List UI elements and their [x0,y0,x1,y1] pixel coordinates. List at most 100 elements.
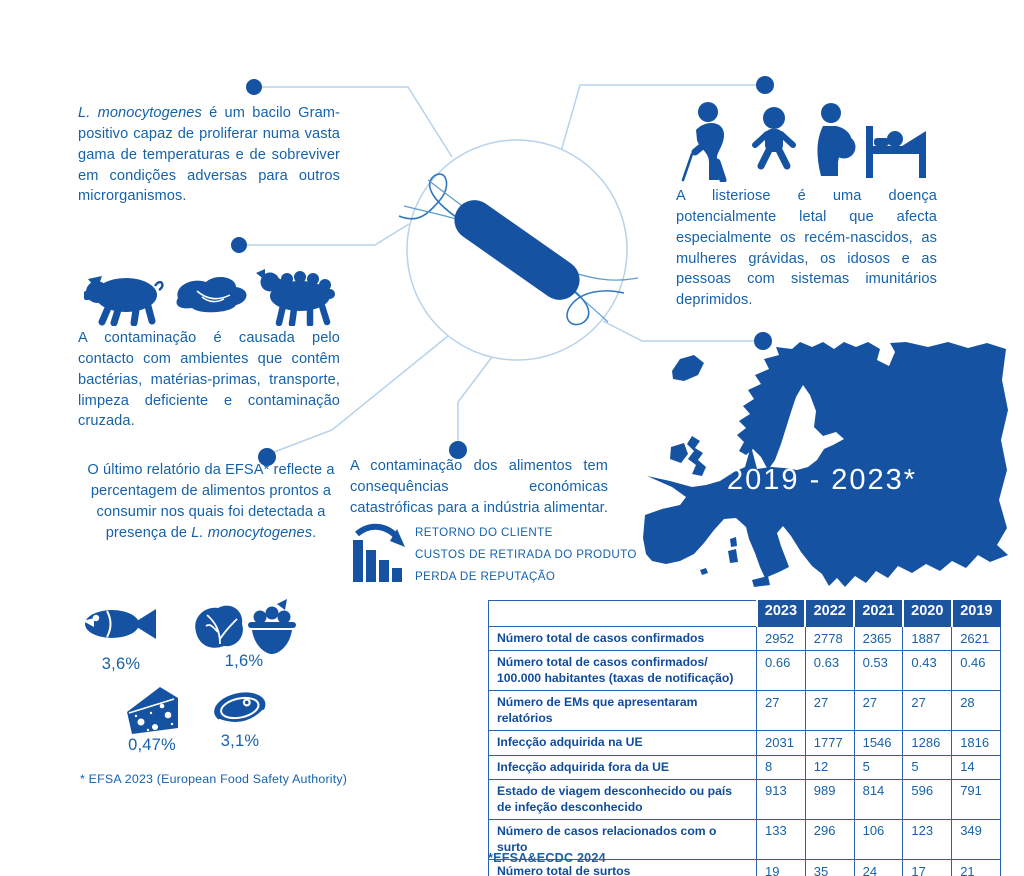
intro-text: L. monocytogenes é um bacilo Gram-positi… [78,103,340,207]
row-label: Número total de casos confirmados [488,625,757,652]
cell-value: 791 [951,778,1001,820]
cell-value: 0.43 [902,650,953,692]
row-label: Número de casos relacionados com o surto [488,818,757,861]
table-row: Número total de casos confirmados/ 100.0… [488,650,1001,692]
cell-value: 27 [902,690,953,732]
cell-value: 1546 [853,730,904,756]
connector-dot [756,76,774,94]
connector-dot [754,332,772,350]
connector-line [457,356,493,441]
cell-value: 989 [804,778,855,820]
baby-icon [752,107,796,170]
table-header-year: 2022 [804,600,855,627]
declining-chart-icon [353,523,405,582]
risk-groups-icons [681,102,926,182]
cell-value: 596 [902,778,953,820]
cell-value: 24 [853,859,904,876]
cell-value: 349 [951,818,1001,861]
cell-value: 19 [756,859,806,876]
connector-dot [231,237,247,253]
table-row: Infecção adquirida fora da UE 8 12 5 5 1… [488,754,1001,780]
cell-value: 2952 [756,625,806,652]
connector-lines [247,84,756,453]
table-row: Infecção adquirida na UE 2031 1777 1546 … [488,730,1001,756]
connector-dot [246,79,262,95]
cell-value: 123 [902,818,953,861]
salad-percentage: 1,6% [224,652,264,670]
stats-table: 2023 2022 2021 2020 2019 Número total de… [488,600,1001,876]
cell-value: 28 [951,690,1001,732]
meat-percentage: 3,1% [220,732,260,750]
cell-value: 0.53 [853,650,904,692]
row-label: Infecção adquirida na UE [488,730,757,756]
elderly-icon [681,102,727,182]
cell-value: 35 [804,859,855,876]
connector-dot [449,441,467,459]
intro-body: é um bacilo Gram-positivo capaz de proli… [78,105,341,205]
economic-impact-text: A contaminação dos alimentos tem consequ… [350,458,608,516]
cell-value: 0.66 [756,650,806,692]
connector-dots [231,76,774,466]
table-row: Estado de viagem desconhecido ou país de… [488,778,1001,820]
connector-line [247,223,410,246]
cell-value: 133 [756,818,806,861]
table-row: Número total de surtos 19 35 24 17 21 [488,859,1001,876]
pig-icon [84,276,164,326]
connector-line [262,86,453,158]
cheese-percentage: 0,47% [128,736,176,754]
consequences-list: RETORNO DO CLIENTE CUSTOS DE RETIRADA DO… [415,527,655,593]
fish-percentage: 3,6% [101,655,141,673]
table-header-year: 2019 [950,600,1001,627]
row-label: Número total de surtos [488,859,757,876]
efsa-report-body: O último relatório da EFSA* reflecte a p… [87,462,335,541]
species-name: L. monocytogenes [191,524,313,541]
row-label: Número de EMs que apresentaram relatório… [488,690,757,732]
cell-value: 106 [853,818,904,861]
connector-line [602,320,754,342]
table-header-year: 2023 [755,600,806,627]
fish-icon [83,609,156,639]
cell-value: 5 [902,754,953,780]
cell-value: 1816 [951,730,1001,756]
species-name: L. monocytogenes [78,105,202,121]
row-label: Infecção adquirida fora da UE [488,754,757,780]
table-header-year: 2020 [901,600,953,627]
cell-value: 2621 [951,625,1001,652]
cell-value: 2365 [853,625,904,652]
table-header-year: 2021 [853,600,904,627]
cell-value: 27 [853,690,904,732]
hospital-bed-icon [866,126,926,178]
risk-groups-text: A listeriose é uma doença potencialmente… [676,188,937,309]
bacterium-icon [398,173,639,326]
lamb-icon [256,269,335,326]
meat-icon [214,692,266,724]
connector-dot [258,448,276,466]
contamination-text: A contaminação é causada pelo contacto c… [78,330,340,430]
cell-value: 5 [853,754,904,780]
cell-value: 0.46 [951,650,1001,692]
cell-value: 21 [951,859,1001,876]
cell-value: 1286 [902,730,953,756]
cell-value: 1887 [902,625,953,652]
efsa-footnote: * EFSA 2023 (European Food Safety Author… [80,772,348,786]
table-header-empty [488,600,757,627]
table-row: Número total de casos confirmados 2952 2… [488,625,1001,652]
contamination-sources-icons [84,269,335,326]
cell-value: 1777 [804,730,855,756]
cell-value: 2031 [756,730,806,756]
table-source-note: *EFSA&ECDC 2024 [488,851,606,865]
consequence-item: CUSTOS DE RETIRADA DO PRODUTO [415,548,637,562]
connector-line [273,335,449,453]
table-row: Número de EMs que apresentaram relatório… [488,690,1001,732]
table-row: Número de casos relacionados com o surto… [488,818,1001,861]
cell-value: 814 [853,778,904,820]
table-header-row: 2023 2022 2021 2020 2019 [488,600,1001,627]
spill-icon [176,276,247,313]
cell-value: 8 [756,754,806,780]
consequence-item: RETORNO DO CLIENTE [415,526,553,539]
bacterium-capsule [454,200,580,300]
row-label: Número total de casos confirmados/ 100.0… [488,650,757,692]
cell-value: 27 [804,690,855,732]
efsa-report-end: . [312,524,317,541]
